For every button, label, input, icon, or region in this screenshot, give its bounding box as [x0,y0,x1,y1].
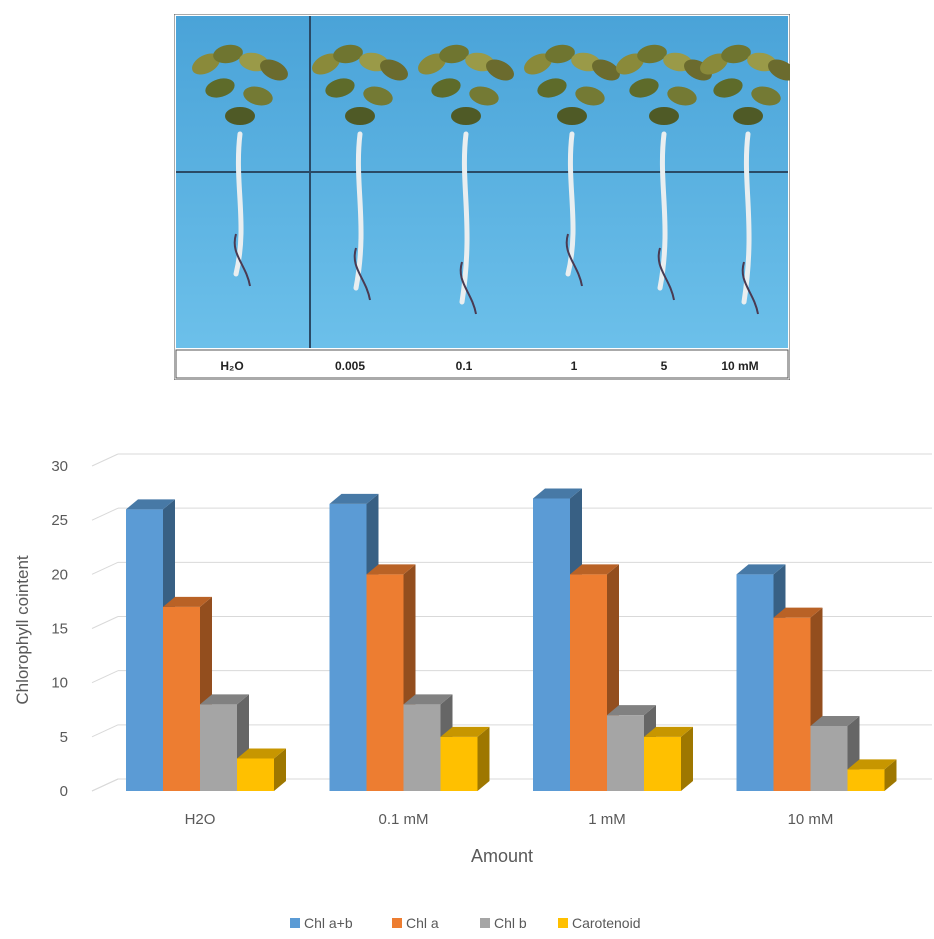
legend-swatch [290,918,300,928]
seedling [418,44,514,315]
bar-top [366,564,416,575]
x-tick-label: 10 mM [788,811,834,828]
legend-swatch [480,918,490,928]
bar-top [847,759,897,770]
bar-top [237,748,286,759]
seedling [700,44,796,315]
bar-front [200,704,237,791]
y-tick-label: 20 [51,566,68,583]
bar-chl-a-b [533,488,582,791]
legend-label: Chl a [406,915,439,931]
bar-side [274,748,286,791]
photo-label: H₂O [220,359,243,373]
bar-front [847,769,885,791]
bar-top [403,694,453,705]
bar-front [237,758,274,791]
y-tick-label: 15 [51,621,68,638]
bar-front [810,726,848,791]
seedling [192,44,288,287]
bar-top [810,716,860,726]
legend-label: Chl a+b [304,915,353,931]
chart: 0 5 10 15 20 25 30 H2O 0.1 mM 1 mM 10 mM Amount Ch… [0,400,934,934]
seedling-photo: H₂O 0.005 0.1 1 5 10 mM [173,13,796,381]
seedling [524,44,620,287]
legend-swatch [558,918,568,928]
photo-label: 1 [571,359,578,373]
bar-front [644,736,681,791]
photo-label: 0.005 [335,359,365,373]
bar-chart-svg: 0 5 10 15 20 25 30 H2O 0.1 mM 1 mM 10 mM Amount Ch… [13,453,932,931]
gridline [91,670,119,684]
bar-carotenoid [237,748,286,791]
bar-front [607,715,644,791]
floor-edge [91,778,119,792]
bar-carotenoid [644,726,693,791]
y-tick-label: 25 [51,512,68,529]
gridline [91,724,119,738]
gridline [91,453,119,467]
bar-side [477,726,490,791]
seedling-photo-svg: H₂O 0.005 0.1 1 5 10 mM [173,13,796,381]
x-axis-title: Amount [471,846,533,866]
photo-label: 10 mM [721,359,758,373]
bar-top [440,726,490,737]
bar-chl-a [163,596,212,791]
bar-chl-a [773,607,823,791]
legend-item: Chl a [392,915,439,931]
y-tick-label: 0 [60,783,68,800]
seedling [312,44,408,301]
y-tick-label: 10 [51,675,68,692]
legend-label: Chl b [494,915,527,931]
bar-front [126,509,163,791]
bar-carotenoid [440,726,490,791]
bar-front [329,503,367,791]
bar-front [570,574,607,791]
bar-top [736,564,786,575]
bar-top [773,607,823,618]
seedling [616,44,712,301]
legend-swatch [392,918,402,928]
bar-top [126,499,175,510]
bar-front [403,704,441,791]
bar-front [736,574,774,791]
gridline [91,561,119,575]
bar-top [533,488,582,499]
bar-side [681,726,693,791]
bar-top [644,726,693,737]
x-tick-label: H2O [185,811,216,828]
gridline [91,616,119,629]
bar-side [884,759,897,791]
x-tick-label: 1 mM [588,811,626,828]
legend-item: Chl a+b [290,915,353,931]
photo-label: 0.1 [456,359,473,373]
bar-front [773,617,811,791]
y-tick-label: 30 [51,458,68,475]
bar-carotenoid [847,759,897,791]
legend-label: Carotenoid [572,915,641,931]
bar-front [163,606,200,791]
bar-top [607,705,656,716]
bar-top [163,596,212,607]
legend-item: Carotenoid [558,915,641,931]
legend-item: Chl b [480,915,527,931]
bar-top [570,564,619,575]
bar-top [200,694,249,705]
bar-top [329,493,379,504]
y-tick-label: 5 [60,729,68,746]
gridline [91,507,119,521]
y-axis-title: Chlorophyll cointent [13,555,32,705]
bar-chl-b [200,694,249,791]
bar-front [440,736,478,791]
x-tick-label: 0.1 mM [378,811,428,828]
bar-front [366,574,404,791]
bar-front [533,498,570,791]
photo-label: 5 [661,359,668,373]
